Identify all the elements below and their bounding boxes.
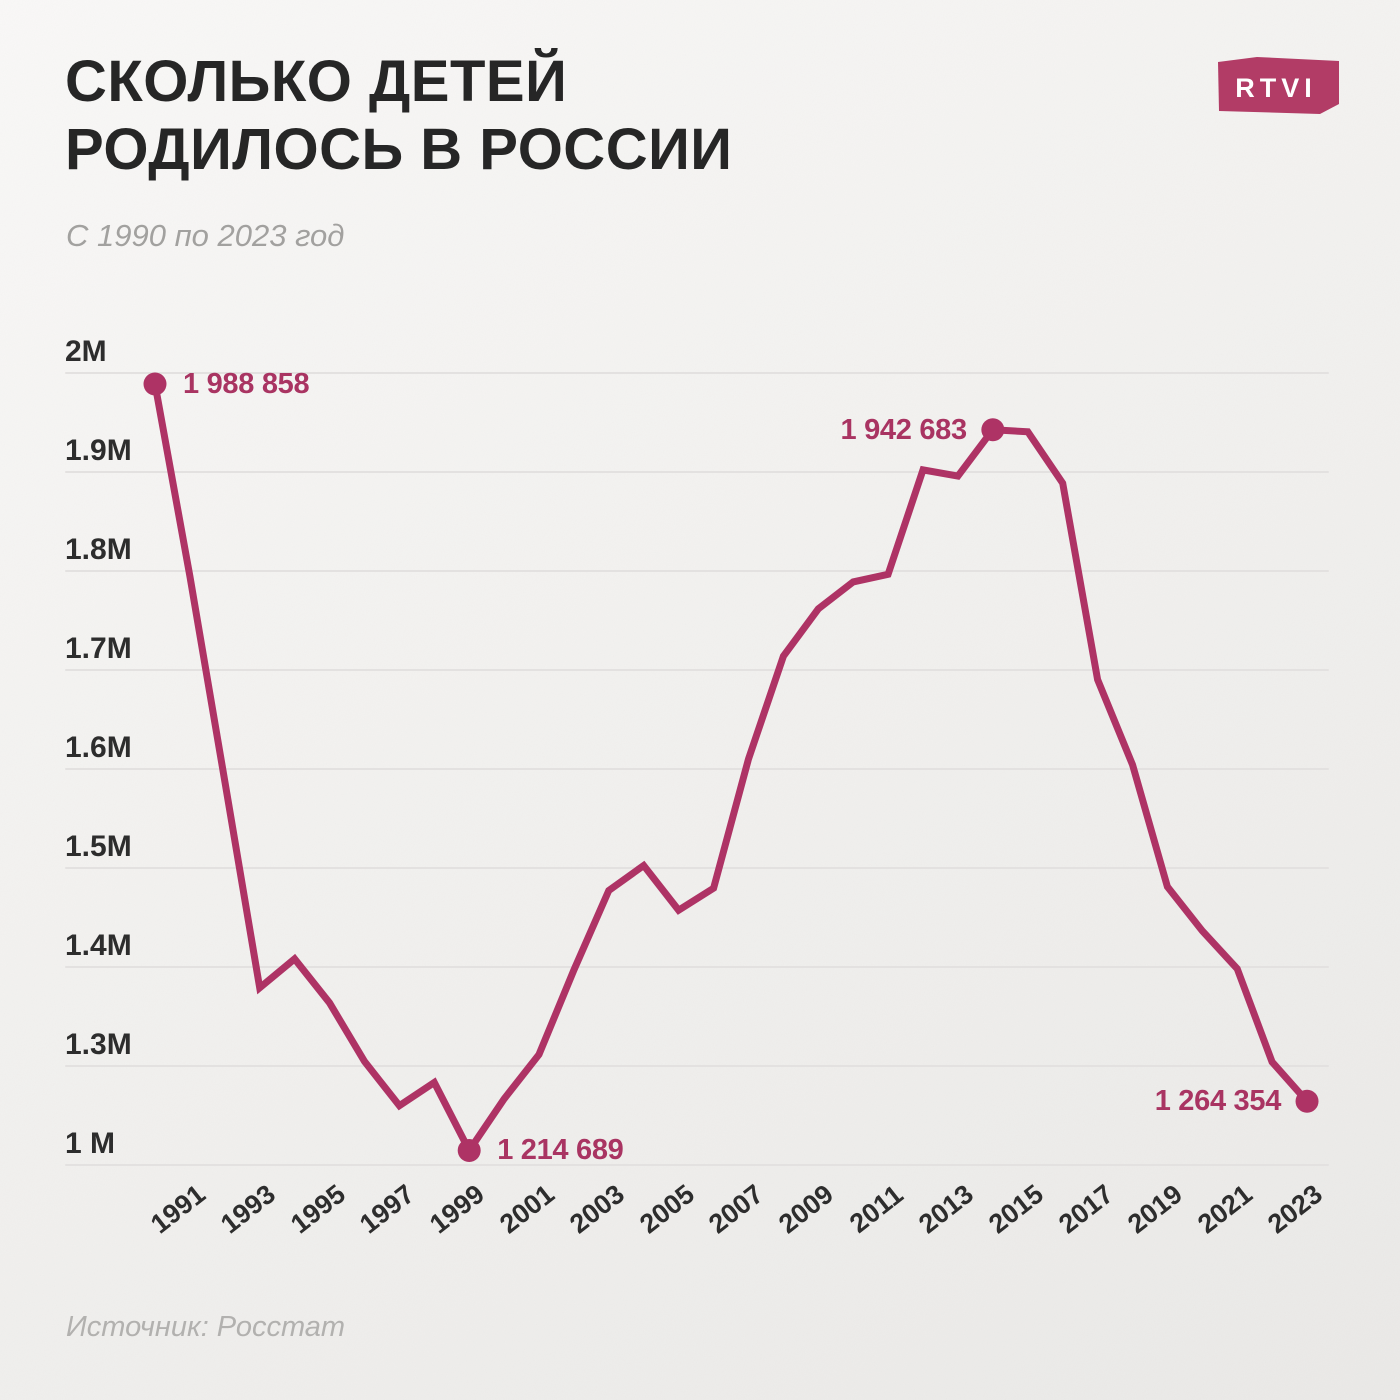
- y-axis-tick-label: 2M: [65, 335, 107, 368]
- gridline: [65, 669, 1329, 671]
- y-axis-tick-label: 1.6M: [65, 731, 132, 764]
- y-axis-tick-label: 1.4M: [65, 929, 132, 962]
- source-note: Источник: Росстат: [66, 1311, 346, 1343]
- gridline: [65, 570, 1329, 572]
- rtvi-logo-text: RTVI: [1235, 73, 1317, 103]
- rtvi-logo: RTVI: [1218, 57, 1339, 114]
- y-axis-tick-label: 1.7M: [65, 632, 132, 665]
- page-title-line1: СКОЛЬКО ДЕТЕЙ: [65, 49, 568, 114]
- data-point-dot: [1295, 1089, 1319, 1113]
- page-subtitle: С 1990 по 2023 год: [66, 218, 345, 253]
- gridline: [65, 867, 1329, 869]
- data-point-value-label: 1 942 683: [840, 413, 968, 446]
- data-point-value-label: 1 988 858: [183, 368, 310, 401]
- data-point-value-label: 1 214 689: [497, 1134, 624, 1167]
- gridline: [65, 768, 1329, 770]
- page-title: СКОЛЬКО ДЕТЕЙ РОДИЛОСЬ В РОССИИ: [65, 48, 732, 184]
- data-point-dot: [981, 418, 1005, 442]
- data-point-dot: [143, 372, 167, 396]
- gridline: [65, 471, 1329, 473]
- rtvi-logo-shape: [1218, 57, 1339, 114]
- y-axis-tick-label: 1 M: [65, 1127, 116, 1160]
- gridline: [65, 966, 1329, 968]
- gridline: [65, 1065, 1329, 1067]
- y-axis-tick-label: 1.5M: [65, 830, 132, 863]
- page-title-line2: РОДИЛОСЬ В РОССИИ: [65, 117, 733, 182]
- data-point-dot: [457, 1138, 481, 1162]
- y-axis-tick-label: 1.9M: [65, 434, 132, 467]
- gridline: [65, 372, 1329, 374]
- gridline: [65, 1164, 1329, 1166]
- data-point-value-label: 1 264 354: [1154, 1085, 1282, 1118]
- births-line-series: [151, 383, 1310, 1158]
- y-axis-tick-label: 1.8M: [65, 533, 132, 566]
- y-axis-tick-label: 1.3M: [65, 1028, 132, 1061]
